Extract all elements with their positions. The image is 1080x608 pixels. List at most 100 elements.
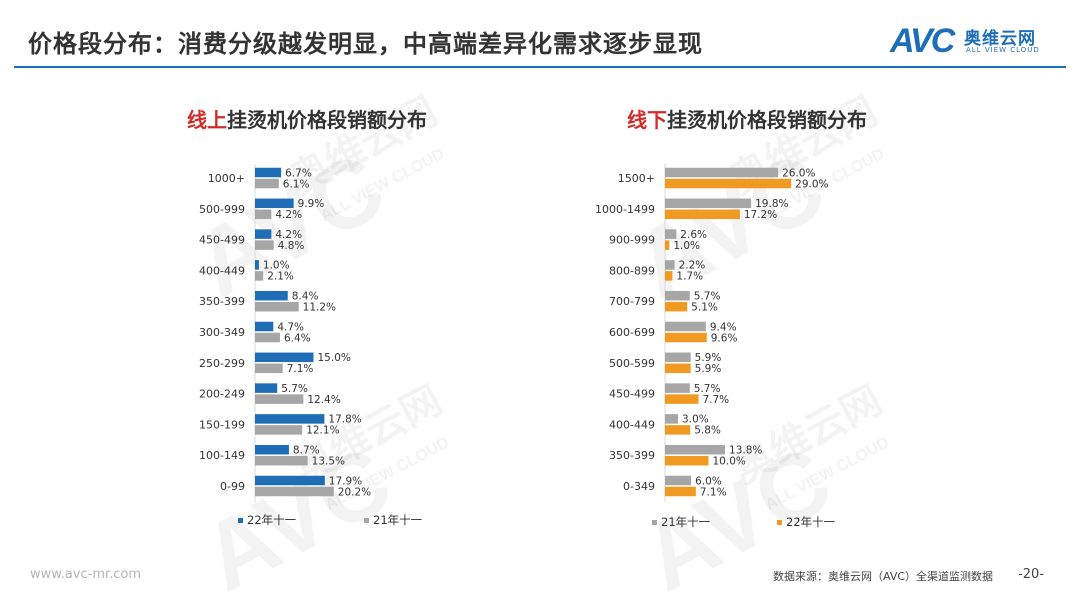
offline-data-label: 10.0% <box>713 455 746 467</box>
offline-bar-b <box>665 209 740 220</box>
offline-category-label: 600-699 <box>609 326 655 339</box>
offline-bar-b <box>665 332 707 343</box>
offline-data-label: 5.1% <box>691 301 718 313</box>
offline-bar-a <box>665 260 675 270</box>
offline-category-label: 900-999 <box>609 234 655 247</box>
online-data-label: 6.1% <box>283 178 310 190</box>
online-legend-label: 21年十一 <box>373 513 423 527</box>
offline-data-label: 17.2% <box>744 209 777 221</box>
offline-bar-b <box>665 486 696 497</box>
online-bar-a <box>255 352 314 363</box>
online-bar-a <box>255 475 325 486</box>
offline-data-label: 5.7% <box>694 290 721 302</box>
online-data-label: 12.1% <box>306 425 339 437</box>
online-category-label: 500-999 <box>199 203 245 216</box>
online-chart-title: 线上挂烫机价格段销额分布 <box>187 104 427 133</box>
online-category-label: 350-399 <box>199 295 245 308</box>
online-data-label: 17.9% <box>329 475 362 487</box>
online-data-label: 4.2% <box>275 229 302 241</box>
online-data-label: 13.5% <box>312 455 345 467</box>
offline-data-label: 3.0% <box>682 414 709 426</box>
offline-bar-a <box>665 321 706 332</box>
online-category-label: 150-199 <box>199 418 245 431</box>
offline-data-label: 9.4% <box>710 321 737 333</box>
offline-bar-a <box>665 414 679 424</box>
title-divider <box>14 66 1066 68</box>
online-data-label: 4.8% <box>278 240 305 252</box>
online-bar-a <box>255 290 288 301</box>
online-category-label: 450-499 <box>199 234 245 247</box>
offline-bar-a <box>665 475 692 486</box>
offline-data-label: 9.6% <box>711 332 738 344</box>
offline-legend-swatch <box>777 520 782 525</box>
offline-bar-a <box>665 444 726 455</box>
online-data-label: 17.8% <box>328 414 361 426</box>
offline-bar-b <box>665 455 709 466</box>
offline-bar-b <box>665 301 688 312</box>
online-bar-a <box>255 414 325 424</box>
online-data-label: 6.4% <box>284 332 311 344</box>
offline-bar-b <box>665 178 792 189</box>
offline-data-label: 5.7% <box>694 383 721 395</box>
offline-chart-title: 线下挂烫机价格段销额分布 <box>627 104 867 133</box>
offline-data-label: 19.8% <box>755 198 788 210</box>
offline-data-label: 2.2% <box>679 260 706 272</box>
online-data-label: 11.2% <box>303 301 336 313</box>
online-legend-swatch <box>238 518 243 523</box>
online-bar-b <box>255 425 303 435</box>
online-data-label: 8.4% <box>292 290 319 302</box>
offline-data-label: 13.8% <box>729 444 762 456</box>
offline-category-label: 450-499 <box>609 388 655 401</box>
online-bar-a <box>255 229 272 239</box>
offline-bar-b <box>665 425 691 435</box>
offline-data-label: 7.1% <box>700 486 727 498</box>
online-chart-title-rest: 挂烫机价格段销额分布 <box>227 108 427 132</box>
online-bar-a <box>255 260 259 270</box>
page-number: -20- <box>1018 567 1044 582</box>
offline-data-label: 2.6% <box>680 229 707 241</box>
online-category-label: 250-299 <box>199 357 245 370</box>
offline-category-label: 800-899 <box>609 264 655 277</box>
offline-bar-b <box>665 394 699 404</box>
offline-bar-a <box>665 167 779 178</box>
offline-legend-label: 21年十一 <box>661 515 711 529</box>
offline-bar-a <box>665 229 677 239</box>
online-bar-b <box>255 332 280 343</box>
online-bar-b <box>255 394 304 404</box>
offline-data-label: 6.0% <box>695 475 722 487</box>
online-bar-b <box>255 301 299 312</box>
online-bar-a <box>255 167 282 178</box>
online-bar-a <box>255 321 274 332</box>
offline-bar-b <box>665 271 673 281</box>
offline-category-label: 700-799 <box>609 295 655 308</box>
online-bar-a <box>255 444 289 455</box>
offline-chart-title-highlight: 线下 <box>627 108 667 132</box>
offline-data-label: 7.7% <box>702 394 729 406</box>
online-chart: 1000+ 6.7%6.1%500-999 9.9%4.2%450-499 4.2%4… <box>199 164 423 527</box>
online-category-label: 300-349 <box>199 326 245 339</box>
offline-bar-b <box>665 363 691 374</box>
online-bar-b <box>255 455 308 466</box>
offline-data-label: 1.0% <box>673 240 700 252</box>
footer-source: 数据来源：奥维云网（AVC）全渠道监测数据 <box>773 570 994 583</box>
offline-data-label: 1.7% <box>676 271 703 283</box>
offline-chart-title-rest: 挂烫机价格段销额分布 <box>667 108 867 132</box>
online-bar-a <box>255 383 278 393</box>
online-data-label: 5.7% <box>281 383 308 395</box>
online-data-label: 1.0% <box>263 260 290 272</box>
online-data-label: 20.2% <box>338 486 371 498</box>
offline-category-label: 500-599 <box>609 357 655 370</box>
offline-bar-a <box>665 352 691 363</box>
offline-data-label: 5.9% <box>695 352 722 364</box>
online-data-label: 2.1% <box>267 271 294 283</box>
online-category-label: 0-99 <box>220 480 245 493</box>
online-bar-b <box>255 271 264 281</box>
online-legend-label: 22年十一 <box>247 513 297 527</box>
offline-data-label: 5.8% <box>694 425 721 437</box>
online-bar-b <box>255 486 334 497</box>
online-data-label: 7.1% <box>287 363 314 375</box>
online-data-label: 12.4% <box>307 394 340 406</box>
offline-legend-swatch <box>652 520 657 525</box>
